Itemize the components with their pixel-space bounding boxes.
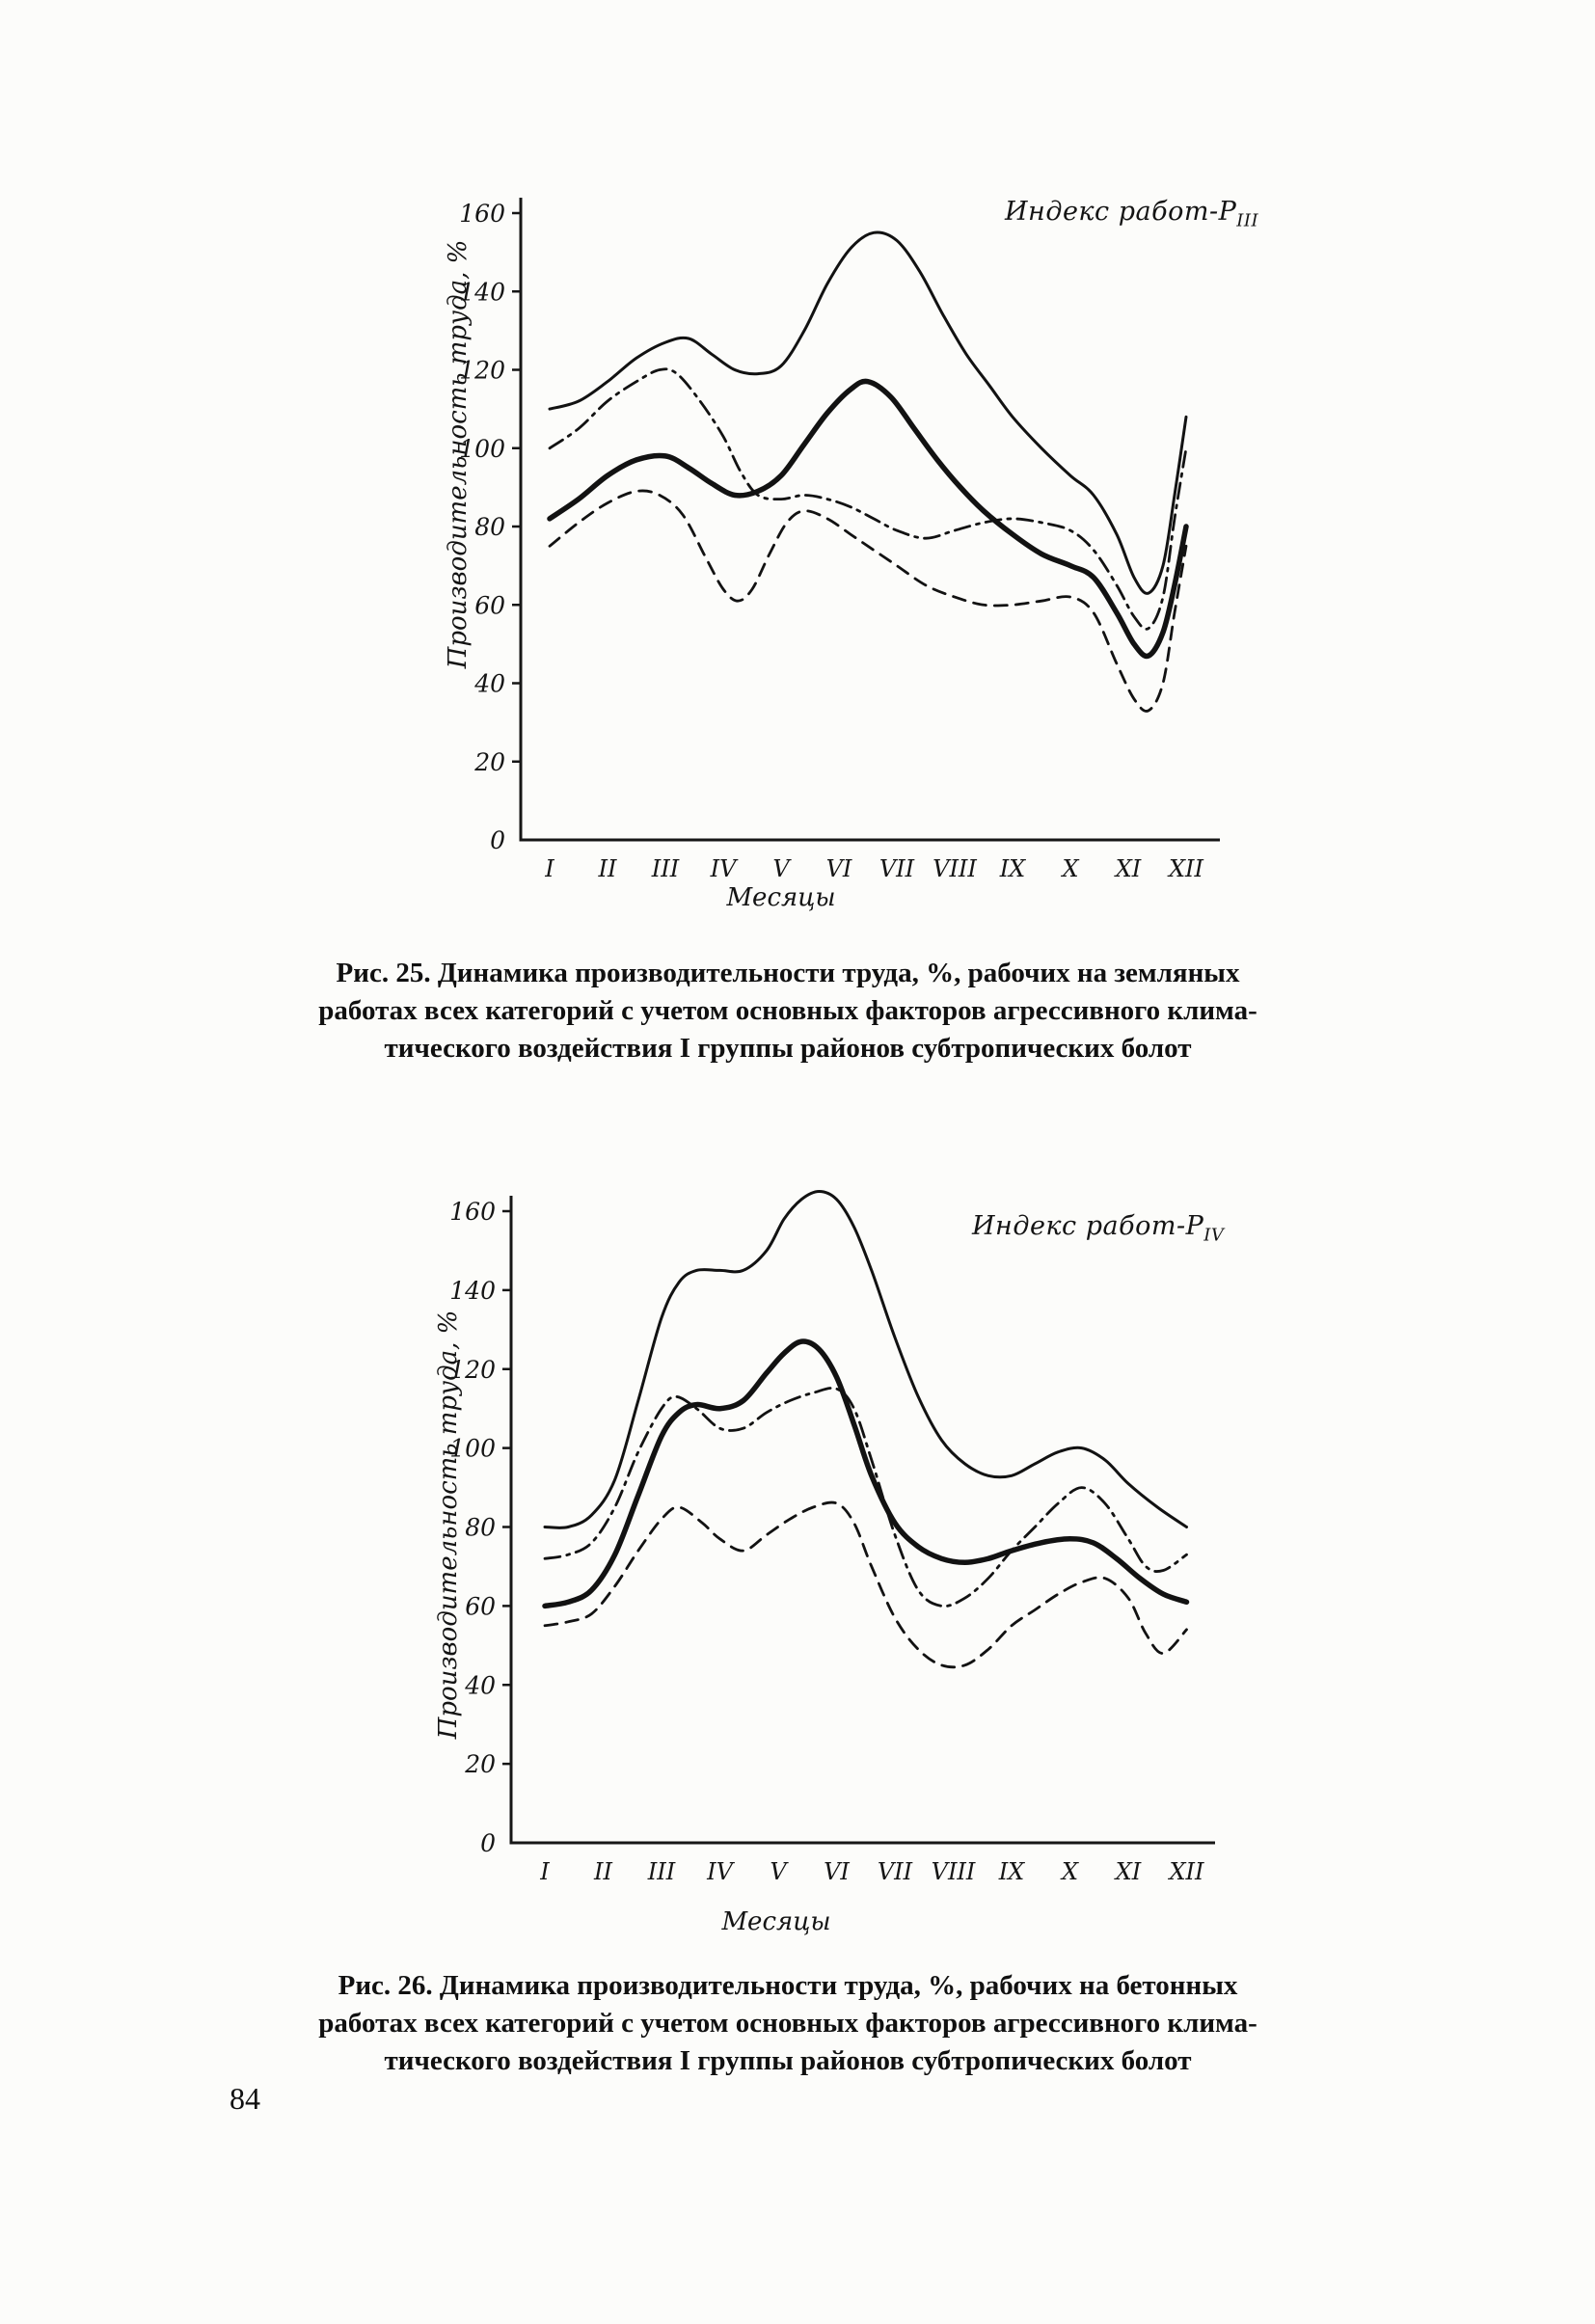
figure-26: Производительность труда, % Индекс работ… <box>395 1153 1263 1936</box>
y-tick-label: 80 <box>474 513 505 541</box>
axes <box>519 198 1220 842</box>
x-tick-label: II <box>598 855 617 882</box>
y-tick-label: 100 <box>459 435 505 463</box>
axes <box>509 1196 1215 1845</box>
y-tick-label: 40 <box>473 670 505 698</box>
y-tick-label: 20 <box>464 1750 496 1778</box>
chart-title-subscript: III <box>1236 210 1259 231</box>
y-tick-label: 60 <box>474 591 505 619</box>
chart-title-subscript: IV <box>1203 1225 1225 1246</box>
series-solid-thick <box>542 1338 1190 1609</box>
y-tick-label: 160 <box>459 200 505 228</box>
x-tick-label: IV <box>710 855 739 882</box>
x-tick-label: VIII <box>932 1858 976 1885</box>
chart-title: Индекс работ-РIV <box>972 1211 1224 1244</box>
x-tick-label: V <box>770 1858 789 1885</box>
x-tick-label: IX <box>999 855 1026 882</box>
series-dashed <box>543 1500 1188 1669</box>
y-tick-label: 140 <box>459 278 505 306</box>
x-axis-label: Месяцы <box>721 1907 831 1936</box>
caption-line: тического воздействия I группы районов с… <box>384 2044 1192 2076</box>
chart-title: Индекс работ-РIII <box>1005 197 1259 231</box>
y-tick-label: 40 <box>464 1671 496 1699</box>
y-tick-label: 120 <box>459 357 505 385</box>
x-tick-label: VIII <box>933 855 977 882</box>
y-tick-label: 80 <box>465 1514 496 1542</box>
figure-25-caption: Рис. 25. Динамика производительности тру… <box>219 955 1357 1067</box>
x-tick-label: I <box>539 1858 550 1885</box>
figure-26-caption: Рис. 26. Динамика производительности тру… <box>219 1967 1357 2080</box>
x-tick-label: VI <box>824 1858 850 1885</box>
x-tick-label: XII <box>1167 1858 1204 1885</box>
x-tick-label: VII <box>878 1858 913 1885</box>
page-number: 84 <box>230 2081 260 2116</box>
y-tick-label: 140 <box>449 1277 496 1305</box>
x-tick-label: XI <box>1114 855 1142 882</box>
series-solid-thin <box>548 230 1188 595</box>
x-tick-label: X <box>1060 855 1079 882</box>
x-tick-label: XII <box>1167 855 1204 882</box>
y-tick-label: 20 <box>473 748 505 776</box>
y-tick-label: 100 <box>449 1435 496 1463</box>
x-tick-label: III <box>647 1858 676 1885</box>
caption-line: работах всех категорий с учетом основных… <box>318 994 1257 1026</box>
x-tick-label: III <box>651 855 680 882</box>
figure-25: Производительность труда, % Индекс работ… <box>405 141 1273 912</box>
x-tick-label: IX <box>998 1858 1025 1885</box>
caption-line: тического воздействия I группы районов с… <box>384 1032 1192 1064</box>
caption-line: Рис. 25. Динамика производительности тру… <box>336 958 1240 988</box>
series-dashed <box>548 489 1188 713</box>
chart-title-main: Индекс работ-Р <box>1005 197 1237 227</box>
series-dashdot <box>548 367 1188 631</box>
x-tick-label: VI <box>826 855 852 882</box>
y-tick-label: 0 <box>490 826 505 854</box>
x-tick-label: IV <box>706 1858 735 1885</box>
y-tick-label: 120 <box>449 1356 496 1384</box>
x-axis-label: Месяцы <box>726 883 836 912</box>
x-tick-label: V <box>772 855 792 882</box>
y-tick-label: 160 <box>449 1198 496 1226</box>
series-solid-thick <box>547 378 1189 660</box>
x-tick-label: VII <box>879 855 915 882</box>
y-tick-label: 0 <box>480 1829 496 1857</box>
series-solid-thin <box>543 1190 1188 1529</box>
x-tick-label: X <box>1060 1858 1079 1885</box>
chart-title-main: Индекс работ-Р <box>972 1211 1204 1241</box>
x-tick-label: XI <box>1114 1858 1142 1885</box>
caption-line: Рис. 26. Динамика производительности тру… <box>338 1970 1238 2001</box>
x-tick-label: II <box>593 1858 612 1885</box>
y-tick-label: 60 <box>465 1592 496 1620</box>
caption-line: работах всех категорий с учетом основных… <box>318 2007 1257 2039</box>
series-dashdot <box>543 1387 1188 1608</box>
x-tick-label: I <box>544 855 554 882</box>
